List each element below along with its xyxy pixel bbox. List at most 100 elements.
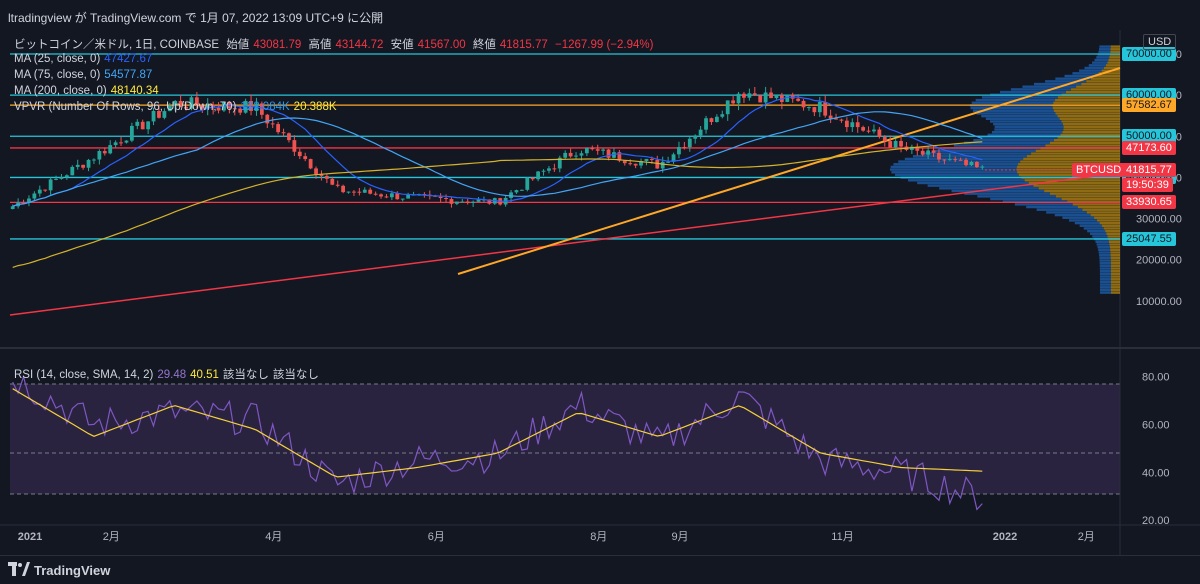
candle-body bbox=[178, 100, 183, 107]
candle-body bbox=[720, 114, 725, 117]
vp-bar-up bbox=[1110, 283, 1120, 286]
vp-bar-up bbox=[1045, 144, 1120, 147]
candle-body bbox=[671, 154, 676, 162]
ma75-line bbox=[12, 111, 983, 207]
candle-body bbox=[763, 92, 768, 103]
vp-bar-up bbox=[1028, 181, 1120, 185]
candle-body bbox=[449, 199, 454, 204]
candle-body bbox=[823, 101, 828, 116]
vp-bar-down bbox=[981, 136, 1058, 139]
ma25-legend[interactable]: MA (25, close, 0) 47427.67 bbox=[14, 53, 153, 65]
candle-body bbox=[655, 159, 660, 169]
vp-bar-up bbox=[1035, 149, 1120, 153]
vp-bar-up bbox=[1110, 48, 1120, 51]
vp-bar-up bbox=[1033, 184, 1120, 187]
candle-body bbox=[790, 94, 795, 99]
price-tag: 33930.65 bbox=[1122, 195, 1176, 210]
vp-bar-down bbox=[999, 90, 1066, 94]
vp-bar-up bbox=[1110, 253, 1120, 257]
candle-body bbox=[850, 122, 855, 128]
candle-body bbox=[308, 159, 313, 169]
candle-body bbox=[747, 93, 752, 98]
close-value: 41815.77 bbox=[499, 39, 548, 51]
candle-body bbox=[812, 107, 817, 113]
open-value: 43081.79 bbox=[253, 39, 302, 51]
candle-body bbox=[633, 163, 638, 166]
candle-body bbox=[947, 159, 952, 161]
candle-body bbox=[97, 151, 102, 160]
candle-body bbox=[184, 106, 188, 109]
vp-bar-up bbox=[1104, 66, 1120, 70]
vp-bar-down bbox=[977, 195, 1056, 198]
vp-bar-down bbox=[1014, 203, 1073, 206]
vp-bar-up bbox=[1107, 61, 1120, 64]
candle-body bbox=[877, 129, 882, 138]
vp-bar-down bbox=[1099, 288, 1111, 292]
vp-bar-up bbox=[1061, 120, 1120, 123]
vp-bar-up bbox=[1082, 208, 1120, 211]
ma200-legend[interactable]: MA (200, close, 0) 48140.34 bbox=[14, 85, 159, 97]
candle-body bbox=[828, 115, 833, 119]
price-chart[interactable]: 10000.0020000.0030000.0040000.0050000.00… bbox=[0, 30, 1200, 555]
vp-bar-down bbox=[985, 117, 1060, 120]
candle-body bbox=[557, 157, 562, 169]
vp-bar-down bbox=[890, 168, 1017, 171]
candle-body bbox=[704, 118, 708, 130]
candle-body bbox=[530, 177, 535, 180]
candle-body bbox=[660, 161, 665, 169]
candle-body bbox=[525, 177, 530, 190]
rsi-ma-line bbox=[12, 388, 983, 478]
vp-bar-up bbox=[1070, 88, 1120, 91]
vp-bar-up bbox=[1067, 200, 1120, 203]
candle-body bbox=[926, 150, 931, 155]
vp-bar-up bbox=[1065, 90, 1120, 94]
candle-body bbox=[357, 191, 362, 193]
vp-bar-up bbox=[1110, 50, 1120, 54]
candle-body bbox=[931, 150, 936, 153]
vp-bar-down bbox=[1089, 232, 1107, 235]
vp-bar-up bbox=[1031, 152, 1120, 155]
vp-bar-up bbox=[1055, 98, 1120, 102]
low-value: 41567.00 bbox=[417, 39, 466, 51]
vp-bar-down bbox=[1096, 243, 1110, 246]
candle-body bbox=[205, 104, 210, 109]
candle-body bbox=[189, 97, 194, 109]
last-price-countdown: 19:50:39 bbox=[1122, 177, 1173, 192]
candle-body bbox=[379, 194, 383, 197]
candle-body bbox=[758, 95, 763, 103]
candle-body bbox=[612, 152, 616, 158]
rsi-legend[interactable]: RSI (14, close, SMA, 14, 2) 29.48 40.51 該当な… bbox=[14, 369, 319, 381]
candle-body bbox=[102, 151, 107, 154]
candle-body bbox=[785, 94, 790, 102]
candle-body bbox=[801, 100, 806, 108]
currency-label[interactable]: USD bbox=[1143, 34, 1177, 50]
vp-bar-down bbox=[891, 171, 1018, 174]
candle-body bbox=[129, 125, 134, 141]
vp-bar-up bbox=[1110, 262, 1120, 265]
vp-bar-down bbox=[890, 165, 1017, 169]
vp-bar-up bbox=[1059, 117, 1120, 120]
vp-bar-down bbox=[981, 114, 1058, 118]
vp-bar-up bbox=[1016, 165, 1120, 169]
vp-bar-down bbox=[917, 181, 1029, 185]
candle-body bbox=[742, 93, 746, 98]
vp-bar-down bbox=[1098, 248, 1111, 252]
vp-bar-up bbox=[1105, 229, 1120, 233]
candle-body bbox=[297, 151, 302, 157]
time-tick: 2022 bbox=[993, 531, 1017, 543]
rsi-tick: 20.00 bbox=[1142, 515, 1170, 527]
vp-bar-down bbox=[1064, 74, 1096, 78]
candle-body bbox=[216, 107, 221, 111]
ma75-legend[interactable]: MA (75, close, 0) 54577.87 bbox=[14, 69, 153, 81]
vp-bar-up bbox=[1101, 224, 1120, 227]
vp-bar-up bbox=[1098, 72, 1120, 75]
vp-bar-down bbox=[990, 120, 1062, 123]
vp-bar-up bbox=[1110, 275, 1120, 278]
candle-body bbox=[682, 147, 687, 149]
candle-body bbox=[487, 199, 492, 204]
vp-bar-up bbox=[1086, 80, 1120, 83]
candle-body bbox=[958, 159, 963, 161]
vpvr-legend[interactable]: VPVR (Number Of Rows, 96, Up/Down, 70) 12… bbox=[14, 101, 337, 113]
candle-body bbox=[834, 118, 838, 120]
vp-bar-up bbox=[1110, 291, 1120, 294]
